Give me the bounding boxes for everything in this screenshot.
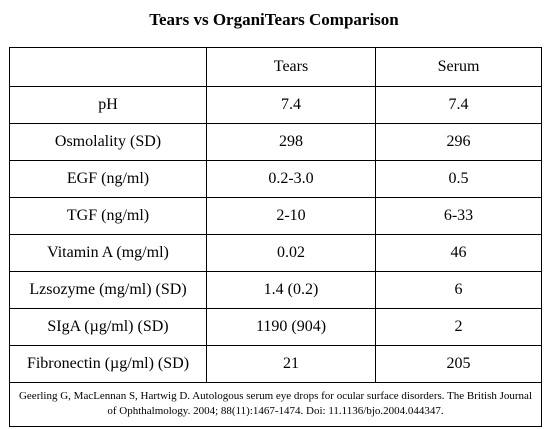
page-title: Tears vs OrganiTears Comparison [149,10,399,29]
serum-value: 7.4 [375,86,542,124]
tears-value: 0.2-3.0 [206,160,376,198]
tears-value: 1.4 (0.2) [206,271,376,309]
tears-value: 298 [206,123,376,161]
serum-value: 6-33 [375,197,542,235]
table-row: SIgA (µg/ml) (SD) 1190 (904) 2 [9,308,542,346]
table-row: Fibronectin (µg/ml) (SD) 21 205 [9,345,542,383]
serum-value: 296 [375,123,542,161]
row-label: pH [9,86,207,124]
serum-value: 205 [375,345,542,383]
serum-value: 46 [375,234,542,272]
row-label: EGF (ng/ml) [9,160,207,198]
table-row: EGF (ng/ml) 0.2-3.0 0.5 [9,160,542,198]
table-row: Vitamin A (mg/ml) 0.02 46 [9,234,542,272]
row-label: Fibronectin (µg/ml) (SD) [9,345,207,383]
table-row: TGF (ng/ml) 2-10 6-33 [9,197,542,235]
tears-value: 7.4 [206,86,376,124]
serum-value: 2 [375,308,542,346]
header-cell-blank [9,47,207,87]
table-row: Lzsozyme (mg/ml) (SD) 1.4 (0.2) 6 [9,271,542,309]
tears-value: 0.02 [206,234,376,272]
row-label: Lzsozyme (mg/ml) (SD) [9,271,207,309]
serum-value: 6 [375,271,542,309]
citation-row: Geerling G, MacLennan S, Hartwig D. Auto… [9,382,542,427]
header-cell-tears: Tears [206,47,376,87]
row-label: SIgA (µg/ml) (SD) [9,308,207,346]
citation-text: Geerling G, MacLennan S, Hartwig D. Auto… [9,382,542,427]
table-row: Osmolality (SD) 298 296 [9,123,542,161]
tears-value: 21 [206,345,376,383]
tears-value: 2-10 [206,197,376,235]
row-label: Osmolality (SD) [9,123,207,161]
row-label: Vitamin A (mg/ml) [9,234,207,272]
table-header-row: Tears Serum [9,47,542,87]
comparison-table: Tears Serum pH 7.4 7.4 Osmolality (SD) 2… [9,47,542,427]
table-row: pH 7.4 7.4 [9,86,542,124]
tears-value: 1190 (904) [206,308,376,346]
serum-value: 0.5 [375,160,542,198]
row-label: TGF (ng/ml) [9,197,207,235]
header-cell-serum: Serum [375,47,542,87]
